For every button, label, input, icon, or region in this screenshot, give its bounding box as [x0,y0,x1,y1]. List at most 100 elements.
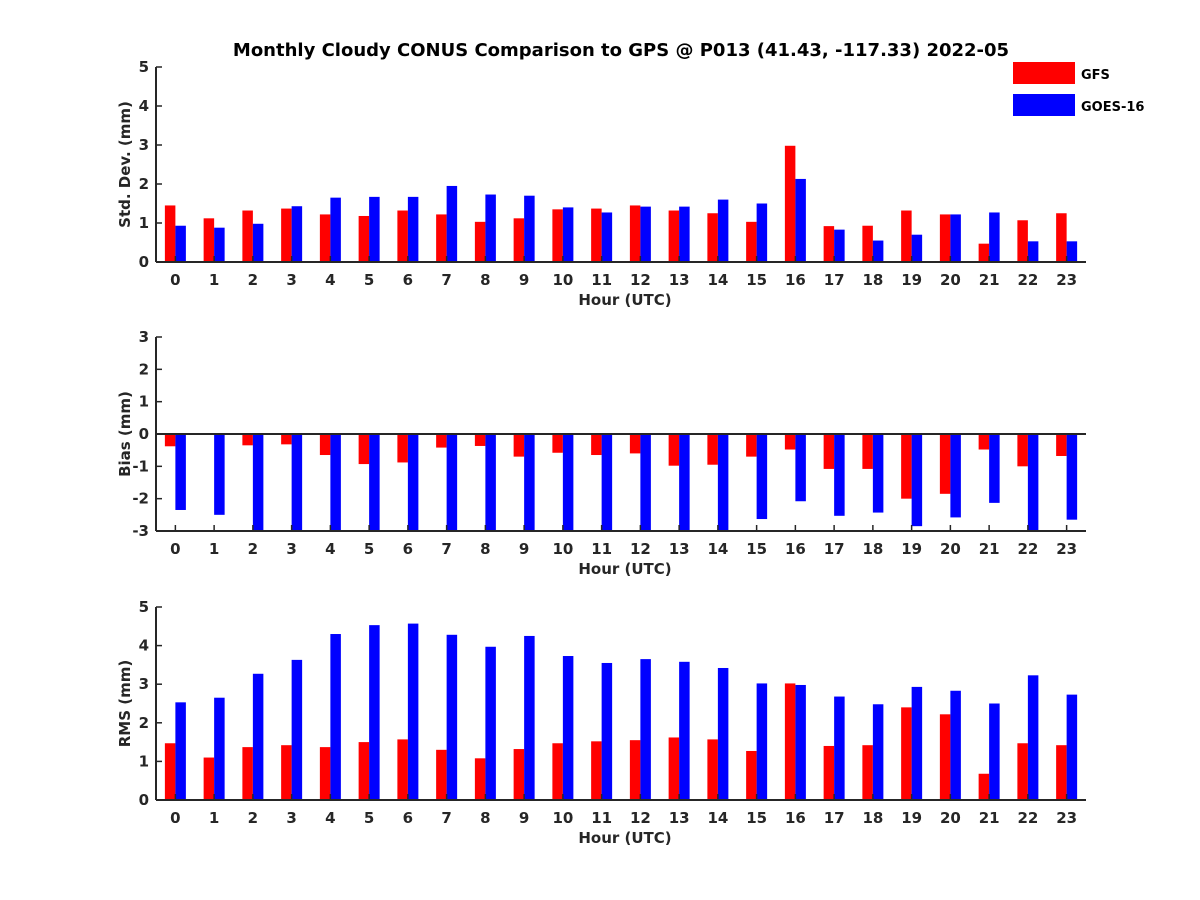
bar-gfs-2 [242,210,253,262]
bar-goes16-11 [601,212,613,262]
bar-goes16-10 [562,207,574,262]
x-tick-label: 18 [862,809,883,827]
bar-gfs-18 [862,434,873,469]
y-tick-label: -2 [132,490,149,508]
bar-goes16-5 [369,625,380,800]
bar-goes16-16 [795,178,806,262]
bar-gfs-18 [862,225,873,262]
bar-gfs-10 [552,434,563,453]
bar-goes16-12 [640,434,651,531]
bar-gfs-22 [1017,220,1028,262]
x-tick-label: 13 [669,809,690,827]
bar-gfs-7 [436,434,447,448]
x-tick-label: 9 [519,809,529,827]
x-tick-label: 7 [441,809,451,827]
x-tick-label: 19 [901,271,922,289]
bar-gfs-15 [746,434,757,457]
bar-gfs-20 [939,714,951,800]
bar-goes16-17 [834,434,845,516]
x-tick-label: 23 [1056,809,1077,827]
x-tick-label: 9 [519,540,529,558]
bar-goes16-13 [679,434,690,531]
x-tick-label: 21 [979,540,1000,558]
y-tick-label: 1 [139,214,149,232]
bar-goes16-1 [214,227,225,262]
bar-goes16-23 [1066,241,1078,262]
bar-gfs-21 [978,773,990,800]
bar-gfs-15 [746,221,757,262]
y-tick-label: 5 [139,58,149,76]
bar-gfs-19 [901,434,912,499]
bar-gfs-10 [552,209,563,262]
x-tick-label: 10 [552,540,573,558]
bar-goes16-6 [407,434,419,531]
bar-gfs-21 [978,243,990,262]
x-tick-label: 2 [248,271,258,289]
x-tick-label: 15 [746,540,767,558]
x-tick-label: 0 [170,809,180,827]
bar-gfs-0 [164,205,176,262]
x-axis-label: Hour (UTC) [578,829,671,847]
bar-gfs-15 [746,750,757,800]
x-tick-label: 19 [901,809,922,827]
bar-gfs-6 [397,434,408,463]
x-tick-label: 2 [248,809,258,827]
x-tick-label: 21 [979,271,1000,289]
bar-gfs-21 [978,434,990,450]
x-tick-label: 23 [1056,271,1077,289]
x-tick-label: 15 [746,271,767,289]
bar-gfs-14 [707,739,718,800]
bar-gfs-4 [319,747,331,800]
x-tick-label: 22 [1017,809,1038,827]
bar-gfs-2 [242,434,253,446]
bar-goes16-15 [756,683,768,800]
legend: GFS GOES-16 [1013,62,1144,116]
bar-goes16-2 [252,434,264,531]
bar-gfs-9 [513,218,525,262]
bar-gfs-7 [436,214,447,262]
bar-goes16-18 [872,704,884,800]
bar-gfs-10 [552,743,563,800]
bar-gfs-8 [474,434,486,446]
x-tick-label: 18 [862,540,883,558]
bar-goes16-7 [446,434,458,531]
bar-goes16-8 [485,194,496,262]
x-tick-label: 3 [286,809,296,827]
y-tick-label: 2 [139,175,149,193]
x-tick-label: 14 [707,809,728,827]
bar-goes16-19 [911,234,923,262]
bar-gfs-23 [1056,213,1067,262]
bar-goes16-12 [640,206,651,262]
x-tick-label: 20 [940,540,961,558]
x-tick-label: 10 [552,809,573,827]
x-tick-label: 1 [209,540,219,558]
bar-goes16-0 [175,434,186,510]
x-tick-label: 0 [170,271,180,289]
bar-gfs-17 [823,434,835,469]
y-tick-label: 0 [139,791,149,809]
x-tick-label: 4 [325,540,335,558]
x-tick-label: 12 [630,271,651,289]
bar-gfs-23 [1056,745,1067,800]
bar-goes16-20 [950,690,961,800]
bar-goes16-22 [1027,241,1039,262]
legend-swatch-gfs [1013,62,1075,84]
x-tick-label: 6 [403,271,413,289]
bar-gfs-12 [629,740,641,800]
bar-goes16-21 [989,212,1000,262]
bar-goes16-1 [214,697,225,800]
bar-gfs-7 [436,749,447,800]
legend-label-goes16: GOES-16 [1081,100,1144,115]
bar-gfs-11 [591,208,602,262]
y-tick-label: 4 [139,97,149,115]
y-axis-label: RMS (mm) [116,660,134,747]
bar-goes16-6 [407,623,419,800]
bar-goes16-15 [756,434,768,520]
x-tick-label: 22 [1017,540,1038,558]
bar-goes16-9 [524,635,535,800]
y-tick-label: 2 [139,360,149,378]
bar-goes16-14 [717,434,729,531]
x-axis-label: Hour (UTC) [578,291,671,309]
y-tick-label: 5 [139,598,149,616]
